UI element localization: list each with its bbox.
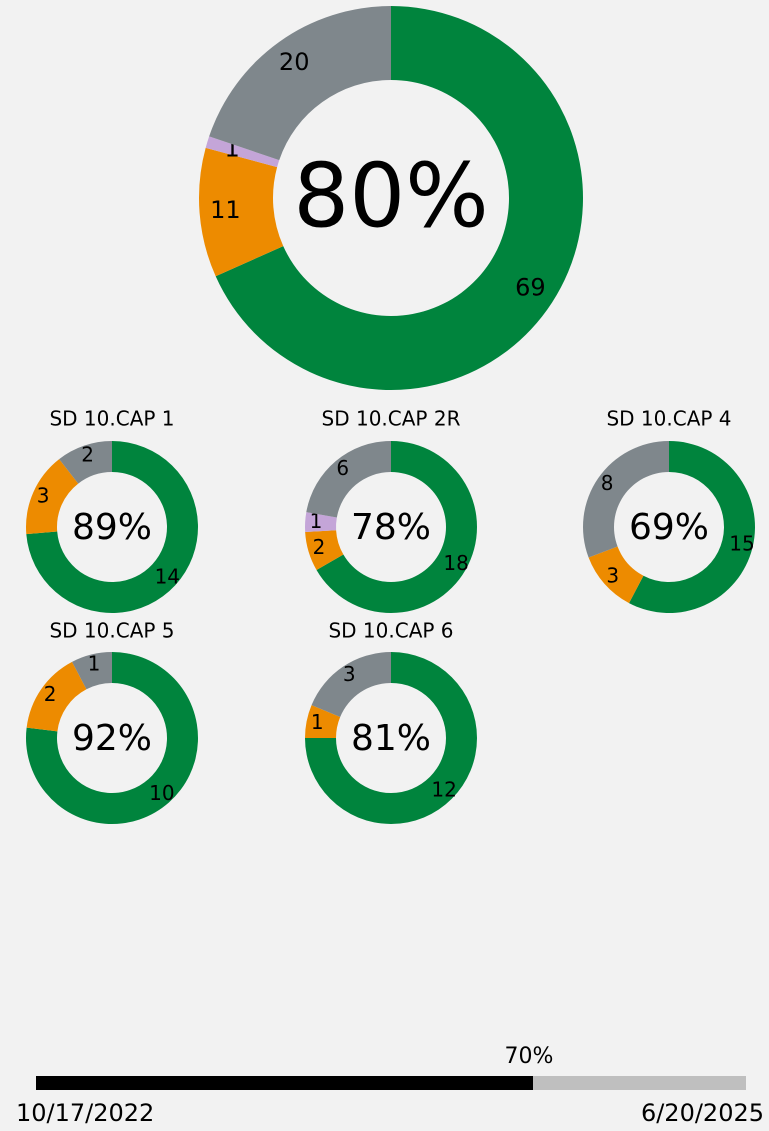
donut-slice <box>305 705 341 738</box>
slice-label: 69 <box>515 273 546 301</box>
donut-slice <box>305 652 477 824</box>
slice-label: 15 <box>729 531 754 555</box>
center-label: 69% <box>629 507 709 548</box>
slice-label: 18 <box>443 551 468 575</box>
slice-label: 20 <box>279 48 310 76</box>
donut-slice <box>316 441 477 613</box>
donut-title: SD 10.CAP 6 <box>328 619 453 643</box>
donut-title: SD 10.CAP 5 <box>49 619 174 643</box>
slice-label: 10 <box>149 781 174 805</box>
slice-label: 1 <box>88 652 101 676</box>
center-label: 80% <box>293 144 489 247</box>
donut-slice <box>25 652 199 824</box>
slice-label: 1 <box>310 509 323 533</box>
donut-title: SD 10.CAP 4 <box>606 407 731 431</box>
donut-slice <box>629 441 755 613</box>
center-label: 89% <box>72 507 152 548</box>
donut-title: SD 10.CAP 1 <box>49 407 174 431</box>
donut-slice <box>588 546 644 604</box>
donut-slice <box>215 6 583 390</box>
slice-label: 12 <box>431 778 456 802</box>
donut-slice <box>305 530 344 570</box>
slice-label: 1 <box>311 710 324 734</box>
center-label: 92% <box>72 718 152 759</box>
donut-slice <box>306 441 391 518</box>
slice-label: 2 <box>81 442 94 466</box>
slice-label: 11 <box>210 196 241 224</box>
donut-slice <box>26 441 199 613</box>
slice-label: 8 <box>601 471 614 495</box>
end-date: 6/20/2025 <box>641 1099 764 1127</box>
donut-slice <box>583 441 669 558</box>
donut-slice <box>205 136 280 168</box>
donut-slice <box>209 6 391 161</box>
donut-title: SD 10.CAP 2R <box>322 407 461 431</box>
start-date: 10/17/2022 <box>16 1099 154 1127</box>
donut-slice <box>311 652 391 717</box>
donut-slice <box>305 512 337 533</box>
donut-slice <box>199 147 284 277</box>
slice-label: 3 <box>606 563 619 587</box>
slice-label: 14 <box>155 564 180 588</box>
center-label: 81% <box>351 718 431 759</box>
donut-slice <box>72 652 112 690</box>
slice-label: 2 <box>44 682 57 706</box>
center-label: 78% <box>351 507 431 548</box>
donut-slice <box>59 441 112 484</box>
slice-label: 6 <box>336 456 349 480</box>
slice-label: 2 <box>313 535 326 559</box>
donut-slice <box>26 459 79 535</box>
progress-bar <box>36 1076 533 1090</box>
donut-slice <box>26 661 87 732</box>
slice-label: 3 <box>37 483 50 507</box>
slice-label: 3 <box>343 662 356 686</box>
progress-label: 70% <box>505 1044 554 1069</box>
